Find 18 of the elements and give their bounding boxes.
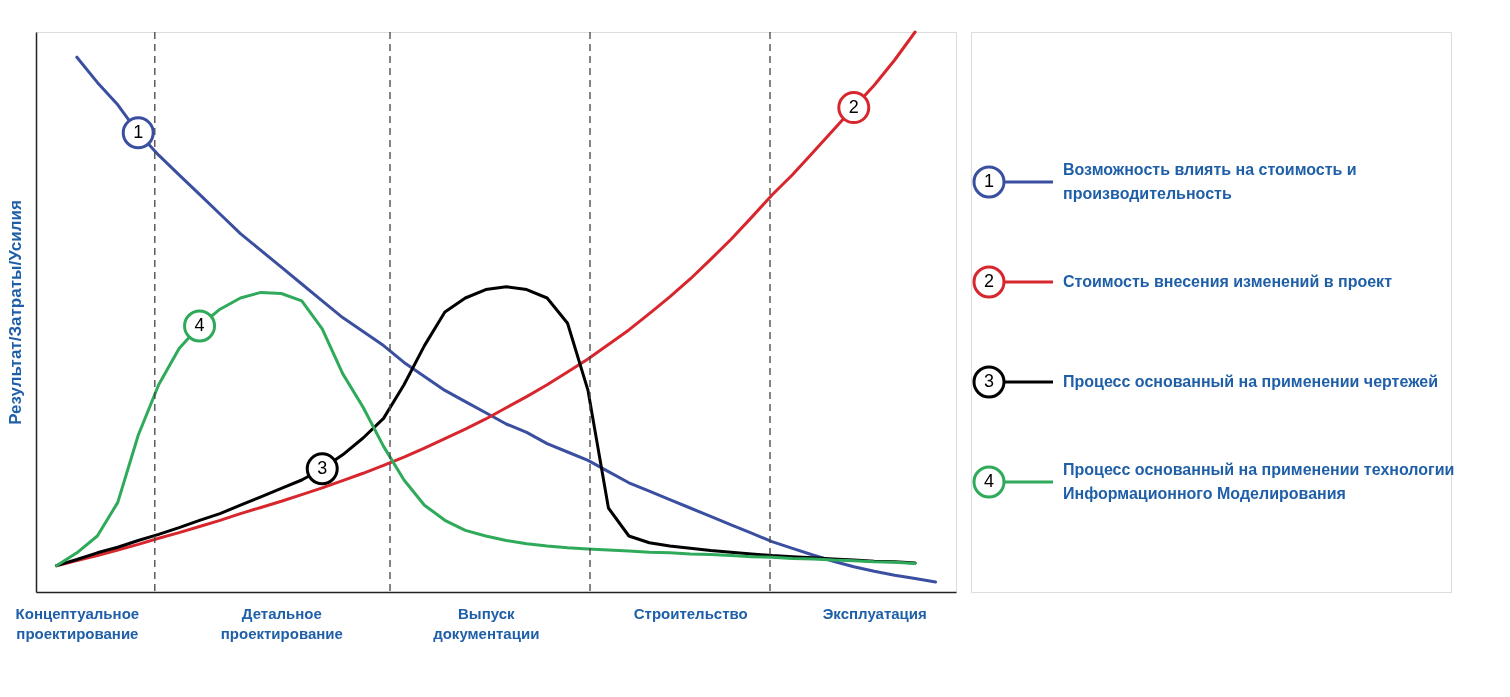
x-tick-label: Детальное проектирование [220,604,343,642]
x-tick-label: Выпуск документации [433,604,540,642]
x-tick-label: Концептуальное проектирование [15,604,140,642]
annotation: 1 [133,121,144,142]
legend-label: Стоимость внесения изменений в проект [1063,273,1393,290]
text: 4 [983,471,995,491]
annotation: 4 [194,315,205,335]
annotation: 2 [848,96,859,117]
text: 1 [983,171,995,191]
text: 2 [983,271,995,291]
annotation: 3 [317,457,328,478]
legend-label: Возможность влиять на стоимость и производительность [1063,161,1357,202]
legend-label: Процесс основанный на применении технологии Информационного Моделирования [1063,461,1455,502]
x-tick-label: Строительство [633,604,748,622]
legend-label: Процесс основанный на применении чертежей [1063,373,1439,390]
x-tick-label: Эксплуатация [822,604,927,622]
text: 3 [983,371,995,391]
y-axis-title: Результат/Затраты/Усилия [5,200,25,425]
